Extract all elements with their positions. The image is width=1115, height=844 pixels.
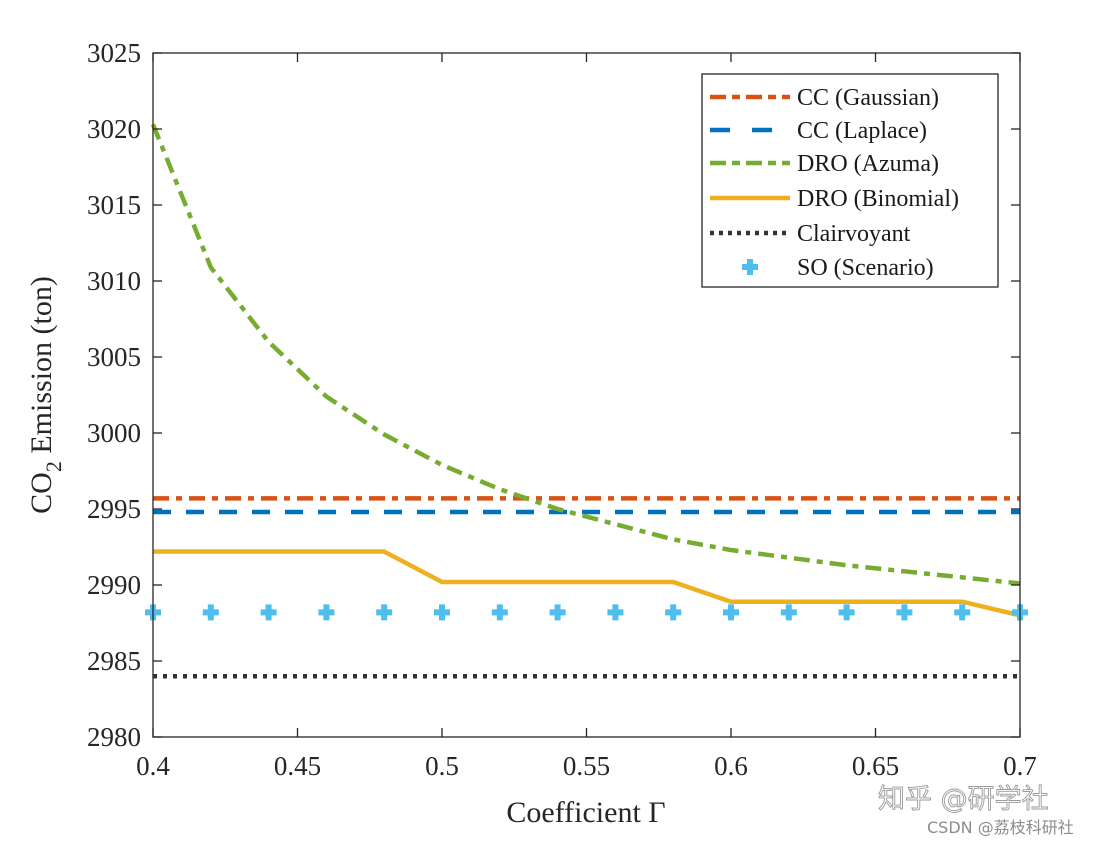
data-point-so-scenario [318,604,335,621]
data-point-so-scenario [434,604,450,621]
legend-item-dro-azuma: DRO (Azuma) [710,151,939,177]
x-tick-label: 0.65 [852,751,899,781]
y-tick-label: 2985 [87,646,141,676]
x-tick-label: 0.4 [136,751,170,781]
legend-label: Clairvoyant [797,221,911,247]
legend-marker [742,259,758,275]
legend-item-clairvoyant: Clairvoyant [710,221,911,247]
x-tick-label: 0.6 [714,751,748,781]
x-tick-label: 0.55 [563,751,610,781]
series-line-dro-binomial [153,549,1021,618]
y-tick-label: 3020 [87,114,141,144]
data-point-so-scenario [665,604,682,621]
legend-items: CC (Gaussian) CC (Laplace) DRO (Azuma) DRO … [710,85,959,281]
legend-box [701,73,999,288]
legend-item-cc-laplace: CC (Laplace) [710,118,927,144]
series-layer [145,123,1028,679]
data-point-so-scenario [607,604,624,621]
y-tick-label: 2990 [87,570,141,600]
legend-label: DRO (Azuma) [797,151,939,177]
data-point-so-scenario [723,604,739,621]
data-point-so-scenario [549,604,566,621]
y-tick-label: 3000 [87,418,141,448]
y-axis-label: CO2 Emission (ton) [25,276,66,514]
y-tick-label: 3025 [87,38,141,68]
y-tick-label: 2980 [87,722,141,752]
x-axis-label: Coefficient Γ [506,796,665,829]
y-tick-label: 3005 [87,342,141,372]
x-axis-ticks: 0.4 0.45 0.5 0.55 0.6 0.65 0.7 [136,53,1037,781]
legend-label: CC (Laplace) [797,118,927,144]
data-point-so-scenario [376,604,393,621]
y-tick-label: 3015 [87,190,141,220]
data-point-so-scenario [838,604,855,621]
y-tick-label: 2995 [87,494,141,524]
data-point-so-scenario [780,604,797,621]
series-dro-azuma [150,123,1021,586]
data-point-so-scenario [202,604,219,621]
x-tick-label: 0.45 [274,751,321,781]
legend-label: CC (Gaussian) [797,85,939,111]
legend-label: SO (Scenario) [797,255,934,281]
y-tick-label: 3010 [87,266,141,296]
data-point-so-scenario [954,604,971,621]
legend-item-so-scenario: SO (Scenario) [742,255,934,281]
series-line-dro-azuma [150,123,1021,586]
watermark-csdn: CSDN @荔枝科研社 [927,818,1074,837]
x-tick-label: 0.7 [1003,751,1037,781]
watermark-zhihu: 知乎 @研学社 [878,784,1049,815]
y-axis-label-rest: Emission (ton) [25,276,58,461]
y-axis-ticks: 2980 2985 2990 2995 3000 3005 3010 3015 3020 3025 [87,38,1020,752]
legend: CC (Gaussian) CC (Laplace) DRO (Azuma) DRO … [701,73,999,288]
series-dro-binomial [153,549,1021,618]
data-point-so-scenario [896,604,913,621]
data-point-so-scenario [260,604,277,621]
x-tick-label: 0.5 [425,751,459,781]
legend-item-cc-gaussian: CC (Gaussian) [710,85,939,111]
legend-item-dro-binomial: DRO (Binomial) [710,186,959,212]
y-axis-label-main: CO [25,472,58,514]
legend-label: DRO (Binomial) [797,186,959,212]
data-point-so-scenario [491,604,508,621]
y-axis-label-subscript: 2 [41,461,66,472]
